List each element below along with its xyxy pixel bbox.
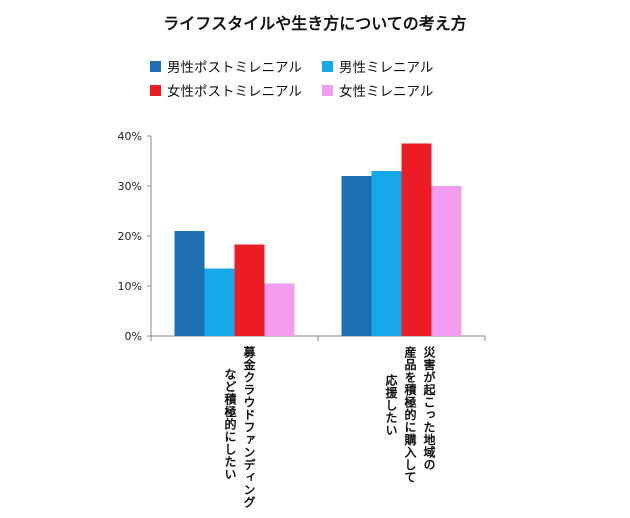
legend-item-female-millennial: 女性ミレニアル	[322, 81, 434, 100]
legend-label: 女性ポストミレニアル	[167, 84, 302, 100]
y-tick-label: 30%	[118, 180, 142, 193]
bar	[264, 283, 295, 336]
y-tick-label: 20%	[118, 230, 142, 243]
legend-item-male-post-millennial: 男性ポストミレニアル	[150, 57, 302, 76]
bar	[401, 143, 432, 336]
bar	[341, 176, 372, 336]
category-label-line: 災害が起こった地域の	[422, 346, 436, 471]
category-label-line: 産品を積極的に購入して	[403, 346, 417, 484]
legend-label: 男性ポストミレニアル	[167, 60, 302, 76]
category-label-line: 応援したい	[384, 374, 398, 437]
bar	[371, 171, 402, 336]
bar	[204, 268, 235, 336]
chart-title: ライフスタイルや生き方についての考え方	[163, 14, 467, 33]
legend-swatch-male-millennial	[322, 60, 333, 72]
bar	[174, 231, 205, 336]
y-tick-label: 40%	[118, 130, 142, 143]
legend-item-male-millennial: 男性ミレニアル	[322, 57, 434, 76]
legend-swatch-female-millennial	[322, 84, 333, 96]
bar	[234, 244, 265, 336]
y-tick-label: 10%	[118, 280, 142, 293]
legend-label: 女性ミレニアル	[339, 84, 434, 100]
bar	[431, 186, 462, 336]
y-tick-label: 0%	[125, 330, 142, 343]
category-label-line: 募金クラウドファンディング	[242, 346, 256, 509]
legend-item-female-post-millennial: 女性ポストミレニアル	[150, 81, 302, 100]
legend-label: 男性ミレニアル	[339, 60, 434, 76]
category-label-line: など積極的にしたい	[223, 368, 237, 481]
legend-swatch-female-post-millennial	[150, 84, 161, 96]
legend-swatch-male-post-millennial	[150, 60, 161, 72]
